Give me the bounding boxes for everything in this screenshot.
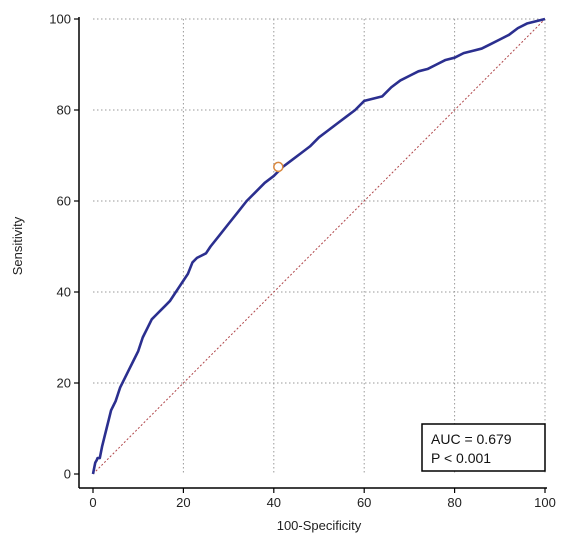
auc-annotation: AUC = 0.679	[431, 431, 512, 447]
y-tick-label: 20	[57, 376, 71, 391]
roc-curve	[91, 17, 546, 475]
grid	[93, 18, 546, 474]
x-tick-label: 80	[447, 495, 461, 510]
y-tick-label: 40	[57, 285, 71, 300]
x-axis-label: 100-Specificity	[277, 518, 362, 533]
cutoff-point-marker	[273, 161, 284, 173]
axes	[74, 17, 547, 493]
x-tick-label: 100	[534, 495, 556, 510]
stats-legend-box: AUC = 0.679 P < 0.001	[421, 423, 546, 472]
p-value-annotation: P < 0.001	[431, 450, 491, 466]
y-tick-label: 0	[64, 467, 71, 482]
reference-diagonal	[92, 18, 546, 475]
y-axis-label: Sensitivity	[10, 216, 25, 275]
x-tick-label: 60	[357, 495, 371, 510]
roc-curve-group	[91, 17, 546, 475]
y-tick-label: 100	[49, 12, 71, 27]
reference-line	[92, 18, 546, 475]
y-tick-label: 60	[57, 194, 71, 209]
x-tick-label: 0	[89, 495, 96, 510]
y-tick-label: 80	[57, 103, 71, 118]
tick-labels: 0 20 40 60 80 100 0 20 40 60 80 100	[49, 12, 556, 511]
x-tick-label: 40	[267, 495, 281, 510]
x-tick-label: 20	[176, 495, 190, 510]
